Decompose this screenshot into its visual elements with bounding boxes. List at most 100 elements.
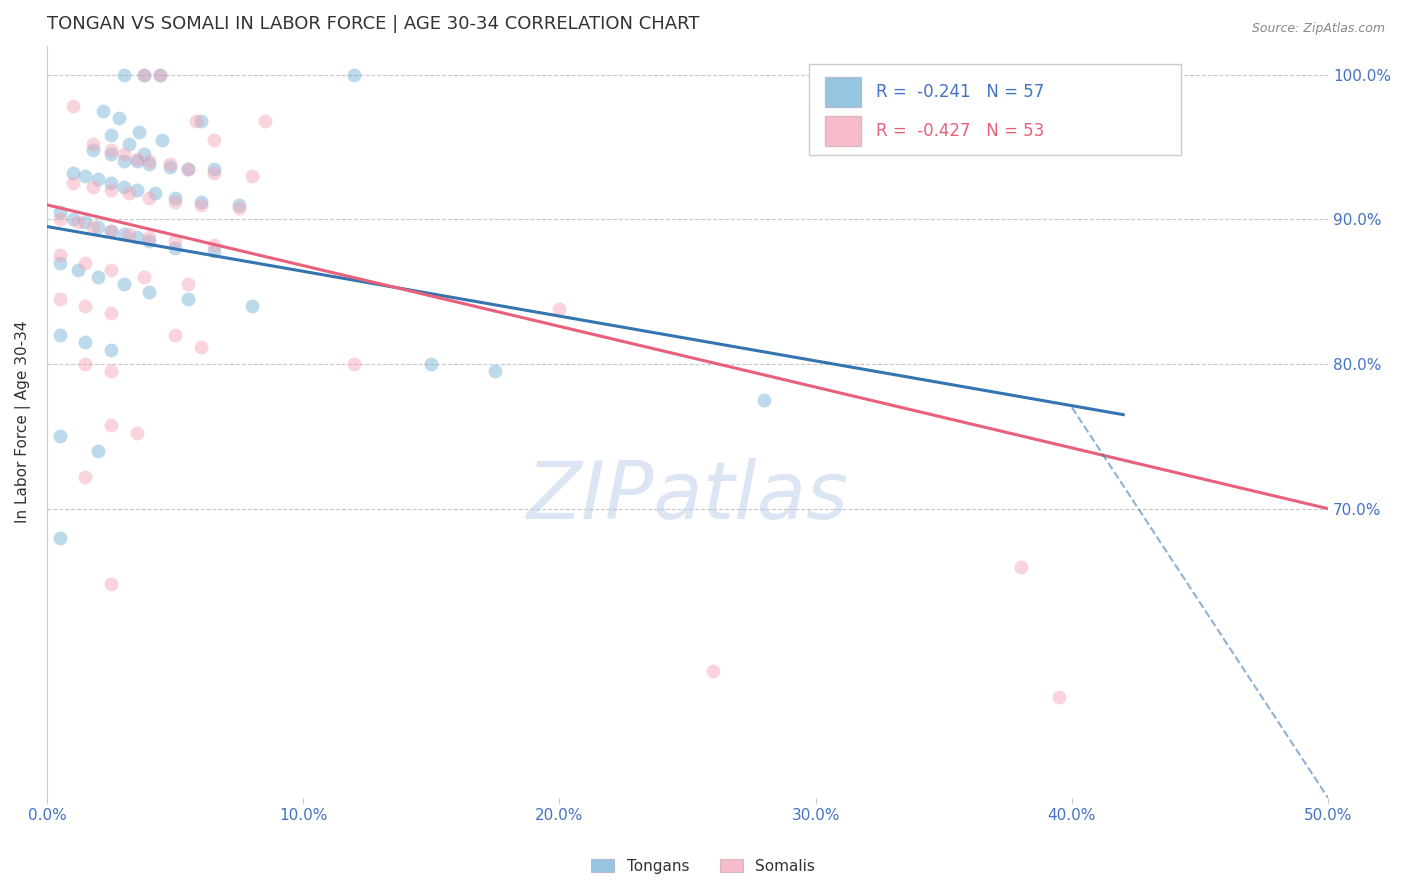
Point bbox=[112, 68, 135, 82]
Point bbox=[100, 306, 122, 320]
Point bbox=[138, 234, 160, 248]
Point bbox=[62, 166, 84, 180]
Point bbox=[82, 143, 104, 157]
Point bbox=[93, 103, 115, 118]
Point bbox=[138, 285, 160, 299]
Point bbox=[190, 194, 212, 209]
Point bbox=[100, 577, 122, 591]
Point bbox=[177, 161, 200, 176]
Point bbox=[159, 160, 181, 174]
Point bbox=[128, 126, 150, 140]
Point bbox=[49, 292, 72, 306]
Point bbox=[134, 68, 156, 82]
Point bbox=[75, 169, 97, 183]
Bar bbox=[825, 116, 860, 145]
Point bbox=[49, 248, 72, 262]
Point bbox=[62, 99, 84, 113]
Point bbox=[138, 154, 160, 169]
Point bbox=[190, 340, 212, 354]
Text: Source: ZipAtlas.com: Source: ZipAtlas.com bbox=[1251, 22, 1385, 36]
Point bbox=[125, 229, 148, 244]
Point bbox=[75, 299, 97, 313]
Point bbox=[118, 186, 141, 201]
Point bbox=[75, 215, 97, 229]
Point bbox=[100, 176, 122, 190]
Point bbox=[165, 191, 187, 205]
Point bbox=[177, 292, 200, 306]
Point bbox=[82, 180, 104, 194]
Point bbox=[138, 191, 160, 205]
Point bbox=[202, 161, 225, 176]
Point bbox=[134, 68, 156, 82]
Point bbox=[49, 256, 72, 270]
Point bbox=[49, 212, 72, 227]
Point bbox=[240, 299, 263, 313]
Point bbox=[159, 157, 181, 171]
Point bbox=[202, 133, 225, 147]
Point bbox=[87, 219, 110, 234]
Point bbox=[138, 157, 160, 171]
Point bbox=[62, 212, 84, 227]
Point bbox=[149, 68, 172, 82]
Point bbox=[177, 277, 200, 292]
Point bbox=[202, 166, 225, 180]
Legend: Tongans, Somalis: Tongans, Somalis bbox=[585, 853, 821, 880]
Point bbox=[87, 171, 110, 186]
Point bbox=[149, 68, 172, 82]
Point bbox=[75, 470, 97, 484]
Point bbox=[134, 147, 156, 161]
Point bbox=[87, 443, 110, 458]
Point bbox=[1047, 690, 1070, 704]
Text: R =  -0.241   N = 57: R = -0.241 N = 57 bbox=[876, 83, 1045, 102]
Point bbox=[87, 270, 110, 285]
Point bbox=[107, 111, 129, 125]
Point bbox=[100, 417, 122, 432]
Point bbox=[100, 128, 122, 143]
Point bbox=[548, 301, 571, 316]
Point bbox=[112, 147, 135, 161]
Point bbox=[165, 194, 187, 209]
Point bbox=[75, 357, 97, 371]
Point bbox=[100, 147, 122, 161]
Point bbox=[190, 198, 212, 212]
Point bbox=[484, 364, 506, 378]
Point bbox=[62, 176, 84, 190]
Point bbox=[165, 328, 187, 343]
Point bbox=[100, 224, 122, 238]
Point bbox=[75, 335, 97, 350]
Point bbox=[1010, 559, 1032, 574]
Y-axis label: In Labor Force | Age 30-34: In Labor Force | Age 30-34 bbox=[15, 320, 31, 523]
Point bbox=[82, 219, 104, 234]
Point bbox=[134, 270, 156, 285]
Point bbox=[190, 114, 212, 128]
Point bbox=[112, 180, 135, 194]
Point bbox=[420, 357, 443, 371]
Point bbox=[125, 152, 148, 166]
Point bbox=[118, 227, 141, 241]
Point bbox=[150, 133, 173, 147]
Point bbox=[100, 364, 122, 378]
Point bbox=[165, 241, 187, 255]
Point bbox=[228, 198, 250, 212]
Point bbox=[118, 136, 141, 151]
Point bbox=[240, 169, 263, 183]
Point bbox=[75, 256, 97, 270]
Point bbox=[49, 429, 72, 443]
Point bbox=[125, 426, 148, 441]
Point bbox=[49, 531, 72, 545]
Point bbox=[202, 244, 225, 259]
Point bbox=[112, 227, 135, 241]
Point bbox=[100, 183, 122, 197]
Bar bbox=[810, 64, 1181, 155]
Point bbox=[100, 143, 122, 157]
Point bbox=[228, 201, 250, 215]
Point bbox=[100, 343, 122, 357]
Text: TONGAN VS SOMALI IN LABOR FORCE | AGE 30-34 CORRELATION CHART: TONGAN VS SOMALI IN LABOR FORCE | AGE 30… bbox=[46, 15, 699, 33]
Point bbox=[754, 393, 776, 408]
Point bbox=[184, 114, 207, 128]
Point bbox=[143, 186, 166, 201]
Point bbox=[112, 277, 135, 292]
Point bbox=[253, 114, 276, 128]
Point bbox=[100, 224, 122, 238]
Point bbox=[125, 183, 148, 197]
